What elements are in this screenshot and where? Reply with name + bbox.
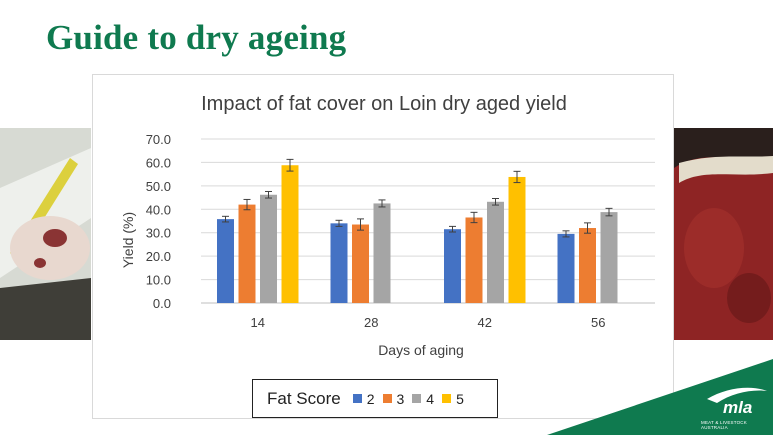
chart-title: Impact of fat cover on Loin dry aged yie… bbox=[201, 93, 567, 115]
legend-swatch bbox=[382, 394, 392, 403]
bar-chart: Impact of fat cover on Loin dry aged yie… bbox=[120, 93, 655, 358]
bar-day14-score2 bbox=[217, 219, 234, 303]
meat-photo-right bbox=[674, 128, 773, 340]
legend-swatch bbox=[442, 394, 452, 403]
mla-logo-subtext: MEAT & LIVESTOCK AUSTRALIA bbox=[701, 420, 747, 430]
y-tick-label: 60.0 bbox=[146, 155, 171, 170]
legend-swatch bbox=[412, 394, 422, 403]
bar-day42-score2 bbox=[444, 229, 461, 303]
brand-corner-band bbox=[547, 359, 773, 435]
bar-day42-score4 bbox=[487, 201, 504, 303]
y-axis-label: Yield (%) bbox=[120, 212, 136, 268]
y-tick-label: 40.0 bbox=[146, 202, 171, 217]
legend-label: 3 bbox=[396, 390, 405, 407]
bar-day14-score4 bbox=[260, 194, 277, 303]
bar-day28-score4 bbox=[373, 203, 391, 303]
legend-label: 4 bbox=[426, 390, 435, 407]
bar-day28-score3 bbox=[352, 224, 369, 303]
legend-item-fat-score-5: 5 bbox=[442, 391, 464, 407]
legend-item-fat-score-4: 4 bbox=[412, 391, 434, 407]
legend-label: 5 bbox=[456, 390, 464, 407]
legend-label: 2 bbox=[366, 390, 375, 407]
legend-swatch bbox=[352, 394, 362, 403]
y-tick-label: 70.0 bbox=[146, 132, 171, 147]
y-tick-label: 30.0 bbox=[146, 226, 171, 241]
legend-item-fat-score-3: 3 bbox=[382, 390, 405, 407]
x-tick-label: 56 bbox=[591, 315, 605, 330]
x-tick-label: 42 bbox=[478, 315, 492, 330]
bar-day28-score2 bbox=[330, 223, 348, 303]
bar-day42-score3 bbox=[465, 217, 483, 303]
bar-day42-score5 bbox=[508, 176, 526, 303]
mla-logo: mla bbox=[723, 398, 753, 417]
bar-day14-score5 bbox=[281, 165, 299, 303]
meat-photo-left bbox=[0, 128, 91, 340]
bar-day14-score3 bbox=[238, 204, 256, 303]
x-tick-label: 14 bbox=[251, 315, 265, 330]
bar-day56-score3 bbox=[579, 228, 596, 303]
legend-title: Fat Score bbox=[267, 388, 341, 408]
y-tick-label: 20.0 bbox=[146, 249, 171, 264]
chart-frame: Impact of fat cover on Loin dry aged yie… bbox=[92, 74, 674, 419]
bar-day56-score4 bbox=[600, 212, 618, 303]
y-tick-label: 10.0 bbox=[146, 273, 171, 288]
x-tick-label: 28 bbox=[364, 315, 378, 330]
bar-day56-score2 bbox=[557, 233, 575, 303]
chart-legend: Fat Score 2 3 4 5 bbox=[252, 379, 498, 418]
legend-item-fat-score-2: 2 bbox=[352, 390, 375, 407]
slide-title: Guide to dry ageing bbox=[46, 18, 347, 57]
y-tick-label: 0.0 bbox=[153, 296, 171, 311]
y-tick-label: 50.0 bbox=[146, 179, 171, 194]
x-axis-label: Days of aging bbox=[378, 342, 464, 358]
